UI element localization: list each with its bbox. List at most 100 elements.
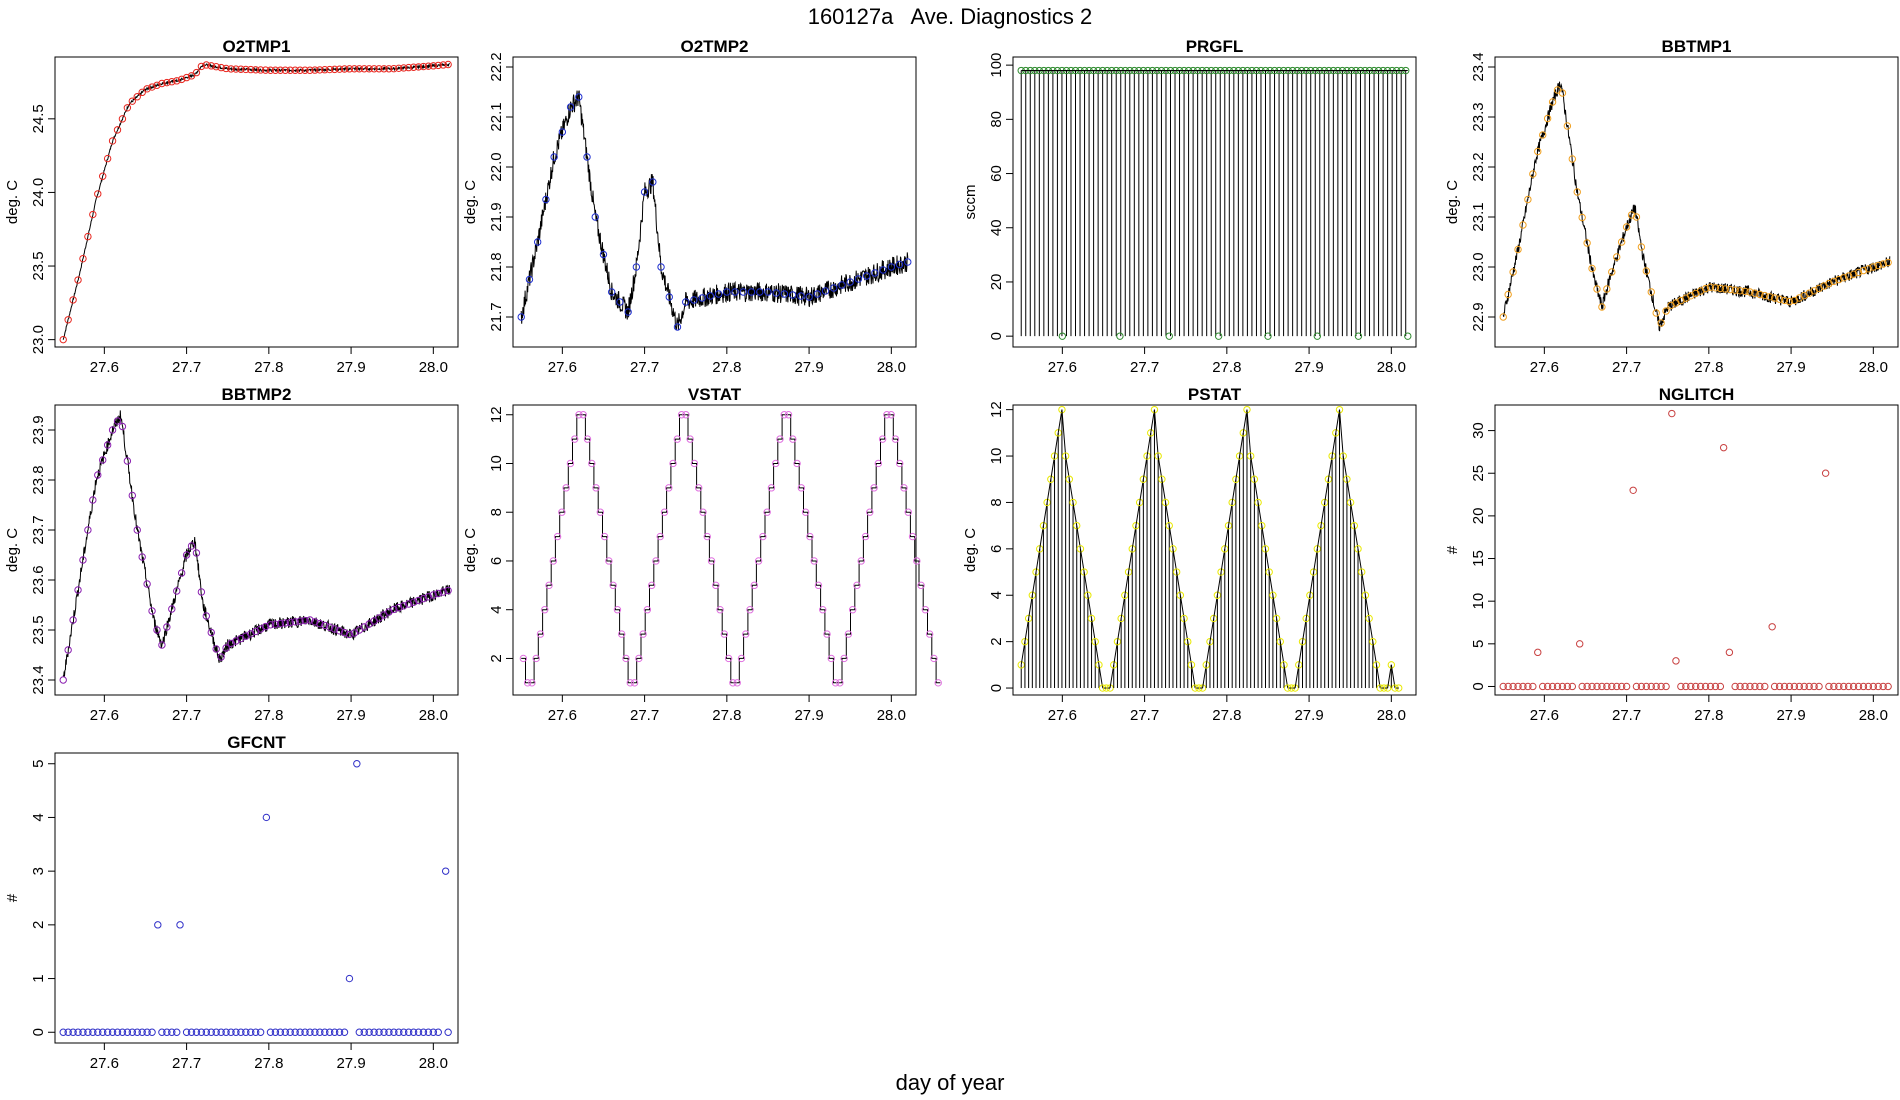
data-point [878, 435, 887, 443]
data-point [390, 605, 398, 614]
y-tick-label: 4 [988, 591, 1005, 599]
data-point [441, 867, 450, 875]
envelope-line [1183, 618, 1189, 642]
data-point [1124, 568, 1133, 576]
data-point [1169, 545, 1177, 553]
data-point [350, 65, 359, 73]
x-tick-label: 27.8 [254, 1055, 283, 1072]
data-point [1147, 429, 1155, 437]
data-point [714, 290, 723, 298]
y-tick-label: 30 [1470, 422, 1487, 439]
data-point [1844, 682, 1853, 691]
data-point [197, 62, 206, 71]
data-point [439, 61, 447, 69]
chart-panel-vstat: VSTAT deg. C 27.6 27.7 27.8 27.9 28.0 2 4 6 8 10 12 [462, 385, 942, 724]
data-point [207, 1028, 215, 1036]
data-point [838, 281, 846, 289]
data-point [1369, 637, 1377, 646]
data-point [1770, 294, 1779, 302]
data-point [1116, 332, 1124, 340]
data-point [390, 64, 398, 73]
data-point [1121, 591, 1129, 599]
y-tick-label: 8 [988, 498, 1005, 506]
y-tick-label: 6 [988, 545, 1005, 553]
envelope-line [1120, 595, 1126, 619]
y-tick-label: 22.2 [488, 52, 505, 81]
data-point [819, 606, 827, 614]
chart-panel-prgfl: PRGFL sccm 27.6 27.7 27.8 27.9 28.0 0 20 40 60 80 10… [962, 37, 1417, 376]
data-point [519, 654, 528, 663]
data-point [665, 293, 673, 301]
data-point [419, 594, 428, 603]
data-point [1756, 682, 1764, 691]
envelope-line [1261, 525, 1266, 549]
data-point [1239, 429, 1247, 437]
data-point [784, 411, 793, 419]
data-point [747, 288, 756, 296]
envelope-line [1142, 455, 1148, 480]
chart-title: BBTMP1 [1662, 37, 1732, 56]
data-point [1224, 521, 1233, 530]
data-point [1854, 268, 1863, 277]
data-point [854, 275, 863, 283]
data-point [1588, 682, 1596, 691]
data-point [1603, 285, 1611, 293]
data-point [1736, 287, 1744, 295]
envelope-line [1094, 641, 1100, 665]
data-point [1213, 591, 1222, 599]
x-tick-label: 27.7 [1130, 707, 1159, 724]
y-tick-label: 10 [1470, 593, 1487, 610]
data-point [301, 1028, 309, 1036]
chart-title: BBTMP2 [222, 385, 292, 404]
data-point [1746, 288, 1754, 296]
data-point [1339, 452, 1347, 460]
data-point [549, 557, 557, 565]
data-point [1800, 682, 1808, 691]
data-point [325, 623, 334, 631]
envelope-line [1220, 548, 1226, 573]
data-point [1751, 682, 1759, 691]
data-point [1736, 682, 1744, 691]
x-tick-label: 27.6 [548, 707, 577, 724]
envelope-line [1161, 479, 1167, 503]
data-point [325, 65, 334, 74]
data-point [566, 103, 575, 111]
data-point [212, 63, 220, 71]
y-tick-label: 12 [988, 401, 1005, 418]
data-point [306, 616, 314, 624]
data-point [1504, 290, 1512, 299]
figure-title: 160127a Ave. Diagnostics 2 [807, 4, 1093, 29]
data-point [1276, 637, 1284, 646]
data-point [153, 81, 161, 89]
data-point [1637, 682, 1646, 691]
data-point [316, 619, 324, 628]
data-point [1534, 648, 1542, 657]
envelope-line [1024, 618, 1030, 642]
envelope-line [1209, 618, 1215, 642]
x-tick-label: 27.8 [254, 359, 283, 376]
data-point [1228, 498, 1236, 507]
data-point [566, 459, 575, 468]
data-point [424, 1028, 433, 1036]
y-tick-label: 3 [30, 867, 47, 875]
data-point [355, 1028, 364, 1036]
data-point [395, 603, 403, 612]
data-point [613, 606, 622, 614]
data-point [242, 1028, 250, 1036]
chart-panel-bbtmp2: BBTMP2 deg. C 27.6 27.7 27.8 27.9 28.0 23.4 23.5… [4, 385, 459, 724]
data-point [1578, 682, 1586, 691]
plot-frame [512, 404, 917, 696]
x-tick-label: 27.9 [1294, 707, 1323, 724]
data-point [177, 569, 186, 577]
data-point [1775, 682, 1784, 691]
data-point [1593, 682, 1601, 691]
data-point [444, 60, 452, 69]
data-point [879, 266, 887, 274]
data-point [1668, 409, 1676, 418]
envelope-line [1224, 525, 1229, 549]
data-point [242, 65, 250, 74]
y-tick-label: 0 [30, 1028, 47, 1036]
data-point [541, 606, 549, 614]
data-point [1172, 568, 1181, 576]
data-point [1298, 637, 1307, 646]
